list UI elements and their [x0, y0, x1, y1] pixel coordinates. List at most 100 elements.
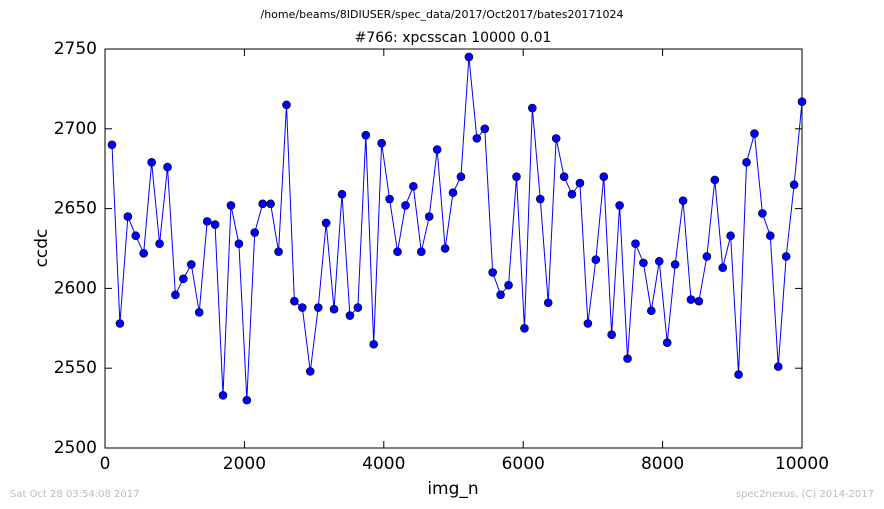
data-point [401, 201, 410, 210]
data-point [353, 303, 363, 312]
y-tick-label: 2750 [54, 39, 97, 59]
data-point [535, 194, 545, 204]
footer-right: spec2nexus, (C) 2014-2017 [736, 489, 874, 500]
data-point [345, 311, 355, 320]
data-point [258, 199, 267, 209]
chart-title: #766: xpcsscan 10000 0.01 [355, 30, 552, 46]
data-point [409, 181, 418, 191]
data-point [575, 178, 585, 188]
data-point [654, 256, 664, 266]
x-tick-label: 8000 [641, 454, 684, 474]
data-point [623, 354, 632, 363]
data-point [528, 103, 537, 113]
data-point [179, 274, 188, 284]
y-tick-label: 2550 [54, 358, 97, 378]
data-point [218, 391, 228, 400]
data-point [726, 231, 735, 241]
data-point [551, 134, 561, 143]
footer-left: Sat Oct 28 03:54:08 2017 [10, 489, 140, 500]
x-tick-label: 10000 [775, 454, 829, 474]
data-point [781, 252, 791, 261]
data-point [472, 134, 482, 143]
data-point [440, 244, 450, 253]
data-point [686, 295, 696, 304]
data-point [131, 231, 141, 241]
y-tick-label: 2650 [54, 199, 97, 219]
y-tick-label: 2700 [54, 119, 97, 139]
data-point [186, 260, 196, 269]
data-point [710, 175, 720, 185]
data-point [210, 220, 220, 229]
data-point [718, 263, 728, 272]
y-tick-label: 2600 [54, 278, 97, 298]
data-point [591, 255, 601, 264]
data-point [171, 290, 180, 300]
x-axis-label: img_n [427, 479, 478, 499]
data-point [750, 129, 759, 138]
data-point [456, 172, 466, 181]
data-point [758, 209, 767, 218]
data-point [694, 296, 704, 306]
data-point [369, 339, 378, 349]
data-point [520, 323, 529, 333]
data-point [789, 180, 799, 189]
data-point [734, 370, 743, 379]
data-point [678, 196, 688, 205]
data-point [647, 306, 656, 316]
data-point [163, 162, 172, 172]
data-point [567, 189, 577, 199]
data-point [337, 189, 347, 199]
data-point [512, 172, 521, 181]
data-point [416, 247, 426, 256]
suptitle: /home/beams/8IDIUSER/spec_data/2017/Oct2… [261, 8, 624, 21]
data-point [488, 268, 497, 277]
data-point [543, 298, 553, 308]
y-axis-label: ccdc [32, 229, 52, 268]
data-point [329, 304, 339, 314]
data-point [234, 239, 244, 249]
data-point [670, 260, 680, 269]
data-point [607, 330, 616, 339]
plot-area [104, 48, 803, 449]
data-point [773, 362, 783, 371]
data-point [115, 319, 125, 328]
x-tick-label: 2000 [223, 454, 266, 474]
y-tick-label: 2500 [54, 438, 97, 458]
data-point [202, 217, 212, 226]
data-point [107, 140, 117, 150]
data-line [111, 56, 803, 401]
data-point [639, 258, 648, 268]
data-point [662, 338, 672, 347]
data-point [424, 212, 434, 221]
data-point [250, 228, 260, 237]
data-point [631, 239, 640, 249]
data-point [765, 231, 775, 241]
data-point [194, 308, 204, 317]
data-point [305, 367, 315, 376]
data-point [742, 158, 751, 167]
data-point [448, 188, 458, 197]
data-point [615, 201, 624, 210]
data-point [385, 194, 394, 204]
data-point [313, 303, 323, 312]
data-point [266, 199, 275, 209]
data-point [226, 201, 236, 210]
data-point [298, 303, 307, 312]
x-tick-label: 0 [100, 454, 111, 474]
x-tick-label: 6000 [502, 454, 545, 474]
data-point [139, 248, 148, 258]
data-point [147, 158, 156, 167]
data-point [504, 280, 513, 290]
data-point [464, 52, 474, 62]
data-point [496, 290, 505, 300]
data-point [290, 296, 299, 306]
data-point [432, 145, 442, 154]
data-point [123, 212, 133, 221]
x-tick-label: 4000 [362, 454, 405, 474]
data-point [480, 124, 490, 134]
data-point [282, 100, 291, 110]
data-point [155, 239, 164, 249]
data-point [797, 97, 807, 106]
data-point [377, 138, 386, 148]
